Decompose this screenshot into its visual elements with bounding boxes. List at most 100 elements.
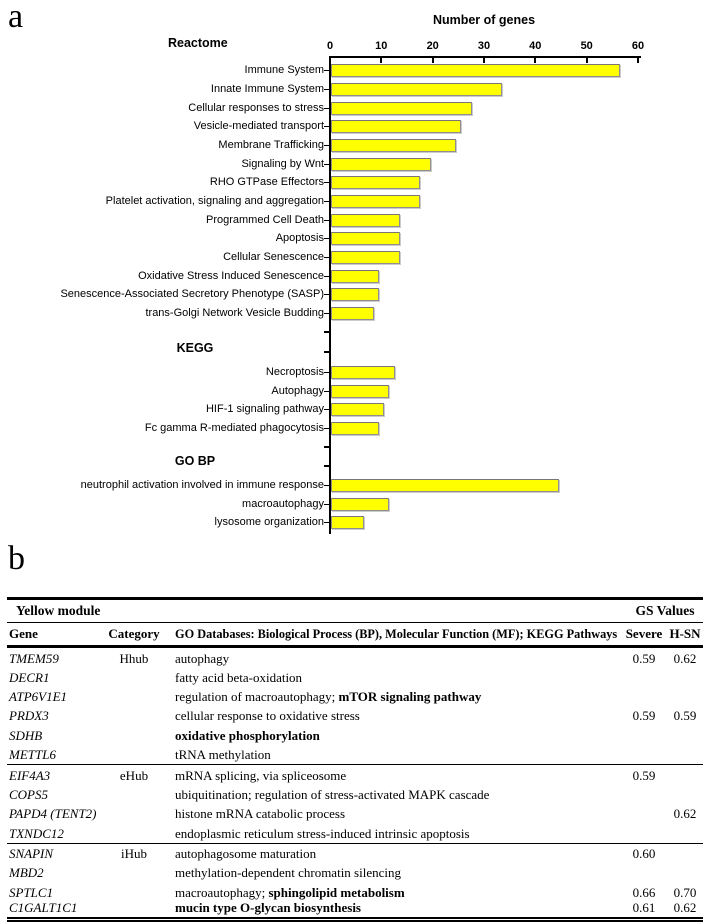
gene-category: iHub: [121, 846, 147, 862]
bar-row: Necroptosis: [0, 365, 708, 379]
col-header-severe: Severe: [625, 626, 663, 641]
gene-description: fatty acid beta-oxidation: [175, 668, 620, 687]
bar: [331, 365, 395, 379]
description-text: fatty acid beta-oxidation: [175, 669, 303, 685]
bar-label: Cellular responses to stress: [188, 102, 324, 114]
gs-severe: 0.59: [632, 650, 656, 666]
table-row: PRDX3 cellular response to oxidative stre…: [0, 706, 708, 725]
bar: [331, 515, 364, 529]
x-tick-label: 20: [426, 40, 439, 52]
section-header-kegg: KEGG: [176, 341, 214, 355]
bar-row: neutrophil activation involved in immune…: [0, 478, 708, 492]
section-header-reactome: Reactome: [168, 36, 228, 50]
gap-tick: [324, 446, 329, 448]
gene-description: endoplasmic reticulum stress-induced int…: [175, 824, 620, 843]
bar-label: HIF-1 signaling pathway: [205, 403, 324, 415]
bar-row: Fc gamma R-mediated phagocytosis: [0, 421, 708, 435]
gene-name: ATP6V1E1: [9, 689, 68, 705]
bar-label: lysosome organization: [214, 516, 324, 528]
bar-label: Vesicle-mediated transport: [193, 120, 324, 132]
bar: [331, 157, 431, 171]
gene-description: oxidative phosphorylation: [175, 726, 620, 745]
bar-label: RHO GTPase Effectors: [209, 176, 324, 188]
col-header-category: Category: [108, 626, 160, 641]
bar-label: Senescence-Associated Secretory Phenotyp…: [60, 288, 324, 300]
x-tick-mark: [585, 58, 588, 63]
bar: [331, 306, 375, 320]
gs-values-header: GS Values: [635, 603, 695, 618]
gene-name: TXNDC12: [9, 825, 64, 841]
bar-row: Immune System: [0, 63, 708, 77]
table-bottom-rule: [7, 917, 703, 919]
gene-name: TMEM59: [9, 650, 59, 666]
col-header-gene: Gene: [9, 626, 38, 641]
col-header-description: GO Databases: Biological Process (BP), M…: [175, 627, 618, 641]
category-tick: [324, 237, 329, 239]
description-text: autophagosome maturation: [175, 846, 317, 862]
description-text: mRNA splicing, via spliceosome: [175, 767, 347, 783]
x-tick-mark: [534, 58, 537, 63]
x-tick-mark: [637, 58, 639, 63]
bar-row: Vesicle-mediated transport: [0, 119, 708, 133]
description-bold-text: mTOR signaling pathway: [338, 689, 482, 705]
bar-row: trans-Golgi Network Vesicle Budding: [0, 306, 708, 320]
gap-tick: [324, 465, 329, 467]
module-title: Yellow module: [16, 603, 101, 618]
table-row: MBD2 methylation-dependent chromatin sile…: [0, 863, 708, 882]
x-tick-mark: [329, 58, 331, 63]
bar-label: Platelet activation, signaling and aggre…: [105, 195, 324, 207]
gene-name: MBD2: [9, 865, 44, 881]
gene-description: mRNA splicing, via spliceosome: [175, 766, 620, 785]
bar-row: Cellular responses to stress: [0, 101, 708, 115]
bar-label: Necroptosis: [265, 366, 324, 378]
col-header-hsn: H-SN: [669, 626, 701, 641]
gs-hsn: 0.62: [673, 900, 697, 915]
description-text: autophagy: [175, 650, 230, 666]
gene-description: regulation of macroautophagy; mTOR signa…: [175, 687, 620, 706]
gene-name: C1GALT1C1: [9, 900, 78, 915]
gs-hsn: 0.62: [673, 806, 697, 822]
bar-row: Oxidative Stress Induced Senescence: [0, 269, 708, 283]
table-row: PAPD4 (TENT2) histone mRNA catabolic proc…: [0, 804, 708, 823]
bar-row: Signaling by Wnt: [0, 157, 708, 171]
bar: [331, 175, 421, 189]
description-text: regulation of macroautophagy;: [175, 689, 339, 705]
x-tick-label: 0: [326, 40, 334, 52]
category-tick: [324, 200, 329, 202]
category-tick: [324, 371, 329, 373]
table-row: EIF4A3 eHub mRNA splicing, via spliceosome…: [0, 766, 708, 785]
category-tick: [324, 88, 329, 90]
description-text: endoplasmic reticulum stress-induced int…: [175, 825, 470, 841]
x-tick-label: 10: [375, 40, 388, 52]
category-tick: [324, 503, 329, 505]
table-row: SNAPIN iHub autophagosome maturation 0.60: [0, 844, 708, 863]
bar: [331, 231, 400, 245]
gene-name: EIF4A3: [9, 767, 51, 783]
category-tick: [324, 256, 329, 258]
bar: [331, 101, 472, 115]
bar-row: Senescence-Associated Secretory Phenotyp…: [0, 287, 708, 301]
gene-category: eHub: [119, 767, 149, 783]
chart-title: Number of genes: [432, 13, 536, 27]
bar-row: lysosome organization: [0, 515, 708, 529]
gap-tick: [324, 331, 329, 333]
bar: [331, 63, 621, 77]
bar-label: Membrane Trafficking: [218, 139, 324, 151]
panel-a-label: a: [8, 0, 24, 35]
bar: [331, 497, 390, 511]
x-axis-line: [329, 56, 641, 58]
description-text: tRNA methylation: [175, 747, 271, 762]
table-module-row: Yellow module GS Values: [0, 601, 708, 621]
bar-label: macroautophagy: [242, 498, 324, 510]
bar-row: Apoptosis: [0, 231, 708, 245]
bar-label: neutrophil activation involved in immune…: [80, 479, 324, 491]
section-header-go-bp: GO BP: [174, 454, 216, 468]
description-text: macroautophagy;: [175, 884, 269, 900]
x-tick-mark: [483, 58, 485, 63]
table-row: TMEM59 Hhub autophagy 0.59 0.62: [0, 649, 708, 668]
table-header-rule: [7, 645, 703, 648]
table-row: METTL6 tRNA methylation: [0, 745, 708, 764]
x-tick-mark: [431, 58, 434, 63]
gene-description: autophagy: [175, 649, 620, 668]
